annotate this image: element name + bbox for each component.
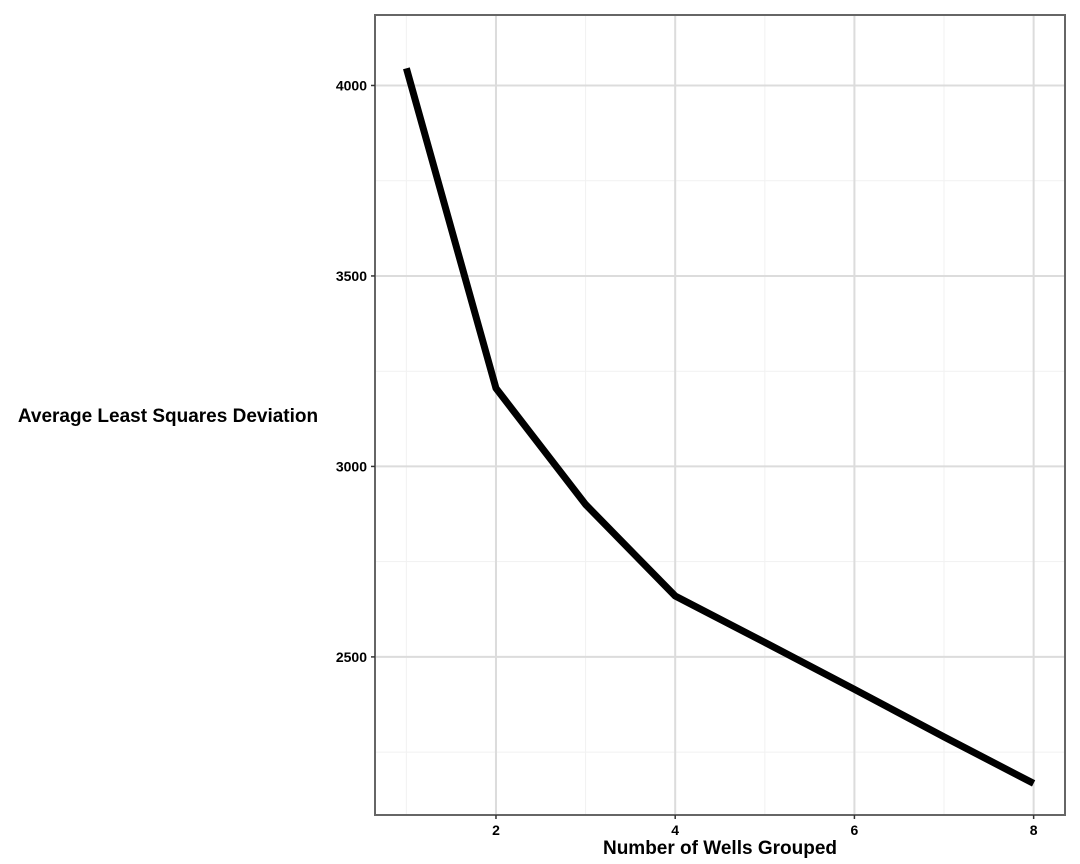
y-tick-label-2: 3500: [336, 268, 367, 284]
series-line-0: [403, 67, 1036, 787]
y-tick-label-1: 3000: [336, 458, 367, 474]
x-axis-ticks: 2 4 6 8: [492, 815, 1038, 838]
y-axis-title: Average Least Squares Deviation: [18, 406, 318, 427]
y-tick-label-3: 4000: [336, 77, 367, 93]
panel-border: [374, 14, 1066, 816]
series-layer: [403, 67, 1036, 787]
x-tick-label-0: 2: [492, 822, 500, 838]
major-grid: [375, 15, 1065, 815]
y-axis-ticks: 2500 3000 3500 4000: [336, 77, 375, 665]
x-axis-title: Number of Wells Grouped: [603, 838, 837, 859]
y-tick-label-0: 2500: [336, 649, 367, 665]
x-tick-label-1: 4: [671, 822, 679, 838]
minor-grid: [375, 15, 1065, 815]
x-tick-label-2: 6: [851, 822, 859, 838]
x-tick-label-3: 8: [1030, 822, 1038, 838]
